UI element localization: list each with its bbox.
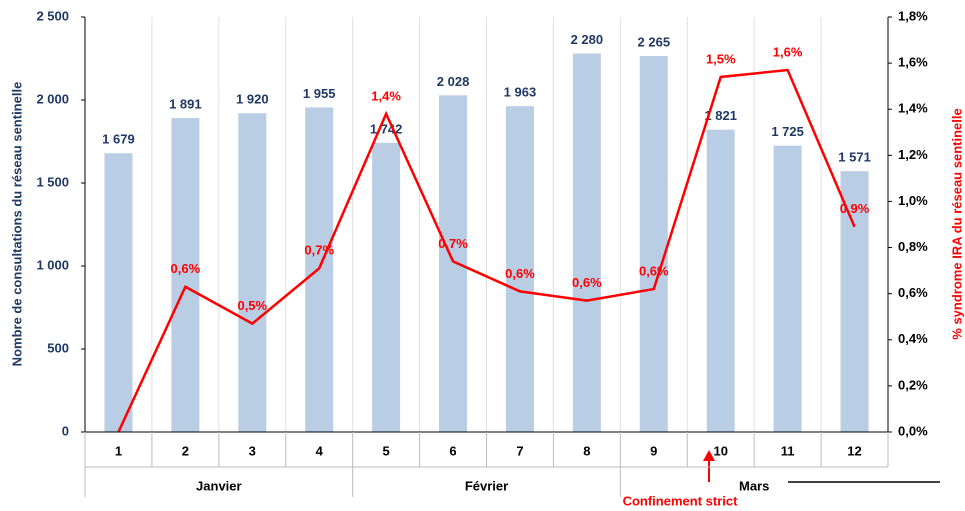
y2-tick-label: 1,4%: [898, 101, 928, 116]
bar: [104, 153, 133, 432]
x-tick-label: 10: [713, 443, 727, 458]
month-label: Mars: [739, 478, 769, 493]
line-value-label: 1,6%: [773, 44, 803, 59]
line-value-label: 1,4%: [371, 88, 401, 103]
y-tick-label: 1 000: [36, 257, 69, 272]
bar-value-label: 2 265: [638, 34, 671, 49]
line-value-label: 0,9%: [840, 201, 870, 216]
bar: [439, 95, 468, 433]
month-label: Janvier: [196, 478, 242, 493]
y-tick-label: 0: [62, 423, 69, 438]
bar: [840, 171, 869, 433]
line-value-label: 0,6%: [639, 263, 669, 278]
x-tick-label: 8: [583, 443, 590, 458]
bar: [171, 118, 200, 433]
x-tick-label: 7: [516, 443, 523, 458]
annotation-arrowhead: [703, 450, 715, 461]
bar: [706, 129, 735, 433]
line-value-label: 0,7%: [304, 243, 334, 258]
y2-tick-label: 0,6%: [898, 285, 928, 300]
bar: [238, 113, 267, 432]
x-tick-label: 9: [650, 443, 657, 458]
line-value-label: 0,7%: [438, 236, 468, 251]
line-value-label: 0,6%: [171, 261, 201, 276]
bar-value-label: 1 963: [504, 85, 537, 100]
x-tick-label: 5: [383, 443, 390, 458]
bar-value-label: 1 891: [169, 97, 202, 112]
bar: [372, 142, 401, 432]
y-tick-label: 1 500: [36, 174, 69, 189]
bar: [773, 145, 802, 432]
y-axis-label: Nombre de consultations du réseau sentin…: [9, 82, 24, 367]
annotation: Confinement strict: [623, 493, 739, 508]
x-tick-label: 2: [182, 443, 189, 458]
bar-value-label: 1 955: [303, 86, 336, 101]
y2-tick-label: 0,4%: [898, 331, 928, 346]
x-tick-label: 3: [249, 443, 256, 458]
bar-value-label: 1 920: [236, 92, 269, 107]
bar-value-label: 1 679: [102, 132, 135, 147]
line: [117, 68, 856, 433]
line-value-label: 1,5%: [706, 51, 736, 66]
bar-value-label: 1 742: [370, 121, 403, 136]
line-value-label: 0,6%: [572, 275, 602, 290]
y2-tick-label: 0,2%: [898, 377, 928, 392]
x-tick-label: 1: [115, 443, 122, 458]
bar-value-label: 2 028: [437, 74, 470, 89]
y2-axis-label: % syndrome IRA du réseau sentinelle: [949, 108, 964, 339]
bar: [572, 53, 601, 433]
month-label: Février: [465, 478, 508, 493]
bar-value-label: 2 280: [571, 32, 604, 47]
line-value-label: 0,5%: [237, 298, 267, 313]
x-tick-label: 4: [316, 443, 324, 458]
x-tick-label: 6: [449, 443, 456, 458]
y2-tick-label: 0,8%: [898, 239, 928, 254]
y-tick-label: 500: [47, 340, 69, 355]
bar: [505, 106, 534, 432]
y2-tick-label: 1,8%: [898, 8, 928, 23]
bar-value-label: 1 821: [704, 108, 737, 123]
y2-tick-label: 1,0%: [898, 193, 928, 208]
x-tick-label: 11: [781, 443, 795, 458]
y2-tick-label: 0,0%: [898, 423, 928, 438]
y-tick-label: 2 000: [36, 91, 69, 106]
y2-tick-label: 1,6%: [898, 55, 928, 70]
y2-tick-label: 1,2%: [898, 147, 928, 162]
bar-value-label: 1 571: [838, 150, 871, 165]
line-value-label: 0,6%: [505, 266, 535, 281]
bar: [639, 56, 668, 432]
x-tick-label: 12: [847, 443, 861, 458]
y-tick-label: 2 500: [36, 8, 69, 23]
bar-value-label: 1 725: [771, 124, 804, 139]
